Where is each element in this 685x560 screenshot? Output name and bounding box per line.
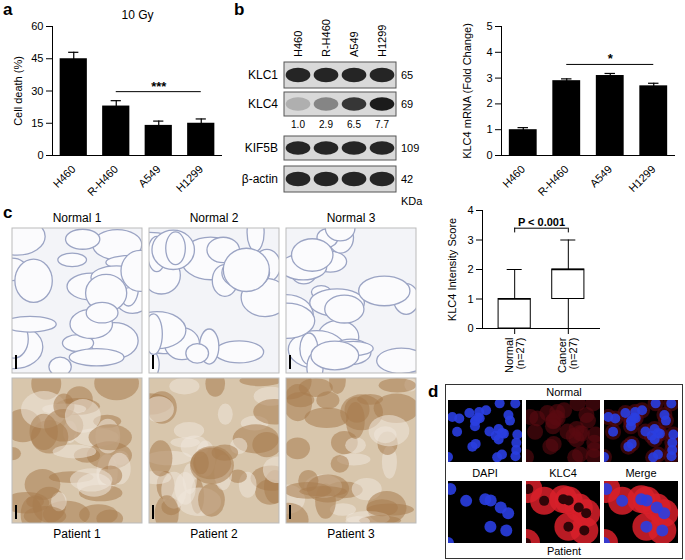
svg-text:Normal 3: Normal 3 — [327, 211, 376, 225]
svg-text:H1299: H1299 — [626, 163, 657, 194]
svg-text:10 Gy: 10 Gy — [121, 8, 153, 22]
svg-text:30: 30 — [31, 85, 43, 97]
svg-text:2: 2 — [467, 263, 473, 275]
svg-text:H460: H460 — [500, 163, 527, 190]
svg-text:H460: H460 — [292, 31, 304, 57]
html-text:c: c — [3, 203, 13, 222]
svg-text:Normal: Normal — [546, 386, 581, 398]
svg-text:DAPI: DAPI — [472, 467, 498, 479]
svg-text:0: 0 — [467, 322, 473, 334]
html-text:a: a — [3, 0, 13, 19]
svg-text:Merge: Merge — [625, 467, 656, 479]
svg-text:KLC4: KLC4 — [248, 97, 278, 111]
svg-text:45: 45 — [31, 52, 43, 64]
html-text:d: d — [428, 382, 439, 401]
svg-text:KLC4 mRNA (Fold Change): KLC4 mRNA (Fold Change) — [461, 23, 473, 159]
html-text:b: b — [234, 0, 245, 19]
svg-text:Normal(n=27): Normal(n=27) — [503, 338, 526, 373]
svg-text:7.7: 7.7 — [375, 119, 389, 130]
svg-text:15: 15 — [31, 117, 43, 129]
svg-text:69: 69 — [401, 98, 413, 110]
svg-text:65: 65 — [401, 69, 413, 81]
svg-text:2: 2 — [486, 97, 492, 109]
svg-text:2.9: 2.9 — [319, 119, 333, 130]
svg-text:Patient: Patient — [547, 545, 581, 557]
svg-text:4: 4 — [467, 204, 473, 216]
svg-text:4: 4 — [486, 46, 492, 58]
svg-text:Patient 2: Patient 2 — [190, 527, 238, 541]
svg-text:H1299: H1299 — [174, 163, 205, 194]
svg-text:KLC1: KLC1 — [248, 68, 278, 82]
svg-text:KLC4 Intensity Score: KLC4 Intensity Score — [446, 218, 458, 321]
svg-text:0: 0 — [37, 149, 43, 161]
svg-text:R-H460: R-H460 — [535, 163, 570, 198]
svg-text:Normal 2: Normal 2 — [190, 211, 239, 225]
svg-text:60: 60 — [31, 20, 43, 32]
svg-text:0: 0 — [486, 149, 492, 161]
svg-text:1.0: 1.0 — [291, 119, 305, 130]
svg-text:Patient 1: Patient 1 — [53, 527, 101, 541]
svg-text:H460: H460 — [51, 163, 78, 190]
svg-text:P < 0.001: P < 0.001 — [518, 216, 565, 228]
svg-text:3: 3 — [467, 234, 473, 246]
svg-text:6.5: 6.5 — [347, 119, 361, 130]
svg-text:KIF5B: KIF5B — [245, 141, 278, 155]
svg-text:A549: A549 — [136, 163, 163, 190]
svg-text:KLC4: KLC4 — [549, 467, 577, 479]
svg-text:Patient 3: Patient 3 — [327, 527, 375, 541]
svg-text:H1299: H1299 — [376, 25, 388, 57]
svg-text:A549: A549 — [587, 163, 614, 190]
svg-text:A549: A549 — [348, 31, 360, 57]
svg-text:R-H460: R-H460 — [85, 163, 120, 198]
svg-text:Cancer(n=27): Cancer(n=27) — [556, 337, 579, 373]
svg-text:42: 42 — [401, 173, 413, 185]
svg-text:1: 1 — [486, 123, 492, 135]
svg-text:Normal 1: Normal 1 — [53, 211, 102, 225]
svg-text:3: 3 — [486, 72, 492, 84]
svg-text:*: * — [608, 51, 614, 66]
svg-text:β-actin: β-actin — [242, 172, 278, 186]
svg-text:Cell death (%): Cell death (%) — [12, 56, 24, 126]
svg-text:5: 5 — [486, 20, 492, 32]
svg-text:1: 1 — [467, 293, 473, 305]
svg-text:***: *** — [151, 79, 167, 94]
svg-text:109: 109 — [401, 142, 419, 154]
svg-text:R-H460: R-H460 — [320, 19, 332, 57]
svg-text:KDa: KDa — [401, 195, 423, 207]
